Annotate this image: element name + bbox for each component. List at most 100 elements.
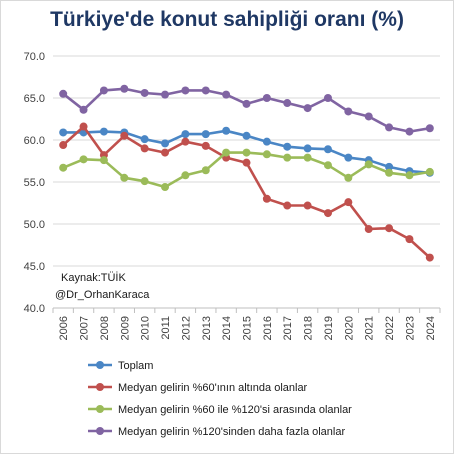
data-point (283, 142, 292, 151)
legend-item: Toplam (88, 360, 153, 372)
data-point (242, 148, 251, 157)
data-point (364, 112, 373, 121)
data-point (283, 201, 292, 210)
legend-item: Medyan gelirin %120'sinden daha fazla ol… (88, 426, 345, 438)
data-point (385, 123, 394, 132)
legend-label: Medyan gelirin %60 ile %120'si arasında … (118, 404, 352, 416)
data-point (405, 171, 414, 180)
gridlines (53, 55, 440, 267)
y-tick-label: 45.0 (24, 261, 45, 273)
data-point (323, 145, 332, 154)
data-point (283, 99, 292, 108)
x-tick-label: 2017 (282, 316, 294, 340)
data-point (181, 86, 190, 95)
data-point (59, 128, 68, 137)
x-tick-label: 2011 (160, 316, 172, 340)
data-point (99, 156, 108, 165)
data-point (201, 130, 210, 139)
x-tick-label: 2021 (364, 316, 376, 340)
x-tick-label: 2024 (425, 316, 437, 340)
legend: Toplam Medyan gelirin %60'ının altında ol… (88, 360, 352, 438)
data-point (405, 235, 414, 244)
data-point (99, 127, 108, 136)
legend-label: Medyan gelirin %60'ının altında olanlar (118, 382, 308, 394)
data-point (425, 124, 434, 133)
data-point (79, 105, 88, 114)
data-point (59, 89, 68, 98)
x-tick-label: 2019 (323, 316, 335, 340)
data-point (79, 155, 88, 164)
series-line (61, 125, 432, 259)
data-point (262, 137, 271, 146)
data-point (242, 99, 251, 108)
x-tick-label: 2012 (180, 316, 192, 340)
data-point (364, 225, 373, 234)
data-point (79, 122, 88, 131)
data-point (303, 144, 312, 153)
data-point (385, 224, 394, 233)
data-point (344, 173, 353, 182)
x-tick-label: 2014 (221, 316, 233, 340)
series-2 (59, 122, 434, 262)
x-tick-label: 2020 (343, 316, 355, 340)
x-tick-label: 2013 (201, 316, 213, 340)
x-tick-label: 2008 (99, 316, 111, 340)
series-line (61, 87, 432, 133)
x-tick-label: 2022 (384, 316, 396, 340)
data-point (283, 153, 292, 162)
data-point (201, 86, 210, 95)
data-point (140, 177, 149, 186)
data-point (262, 194, 271, 203)
data-point (120, 131, 129, 140)
data-point (344, 107, 353, 116)
data-point (181, 137, 190, 146)
data-point (181, 171, 190, 180)
data-point (425, 167, 434, 176)
data-point (385, 162, 394, 171)
chart-title: Türkiye'de konut sahipliği oranı (%) (50, 8, 404, 31)
data-point (303, 201, 312, 210)
legend-label: Toplam (118, 360, 153, 372)
axes: 40.0 45.0 50.0 55.0 60.0 65.0 70.0 2006 2007 2008… (24, 51, 441, 340)
x-tick-label: 2018 (303, 316, 315, 340)
author-handle: @Dr_OrhanKaraca (55, 289, 150, 301)
x-tick-label: 2016 (262, 316, 274, 340)
data-point (222, 126, 231, 135)
data-point (323, 94, 332, 102)
y-tick-label: 65.0 (24, 93, 45, 105)
data-point (262, 150, 271, 159)
x-tick-label: 2006 (58, 316, 70, 340)
data-point (323, 209, 332, 218)
x-tick-label: 2015 (242, 316, 254, 340)
legend-item: Medyan gelirin %60'ının altında olanlar (88, 382, 308, 394)
x-tick-label: 2007 (79, 316, 91, 340)
source-note: Kaynak:TÜİK (61, 271, 126, 284)
data-point (120, 84, 129, 93)
data-point (140, 144, 149, 153)
data-point (140, 88, 149, 97)
data-point (222, 148, 231, 157)
legend-swatch-marker (96, 361, 104, 369)
series-lines (59, 84, 434, 262)
data-point (385, 168, 394, 177)
data-point (425, 253, 434, 262)
data-point (344, 198, 353, 207)
data-point (242, 131, 251, 140)
data-point (201, 141, 210, 150)
x-tick-label: 2023 (404, 316, 416, 340)
data-point (59, 141, 68, 150)
legend-swatch-marker (96, 405, 104, 413)
data-point (364, 160, 373, 169)
data-point (161, 90, 170, 99)
data-point (201, 166, 210, 175)
legend-item: Medyan gelirin %60 ile %120'si arasında … (88, 404, 352, 416)
data-point (344, 153, 353, 162)
data-point (59, 163, 68, 172)
source-notes: Kaynak:TÜİK @Dr_OrhanKaraca (55, 271, 150, 301)
y-tick-label: 40.0 (24, 303, 45, 315)
data-point (303, 153, 312, 162)
legend-label: Medyan gelirin %120'sinden daha fazla ol… (118, 426, 345, 438)
data-point (161, 139, 170, 148)
